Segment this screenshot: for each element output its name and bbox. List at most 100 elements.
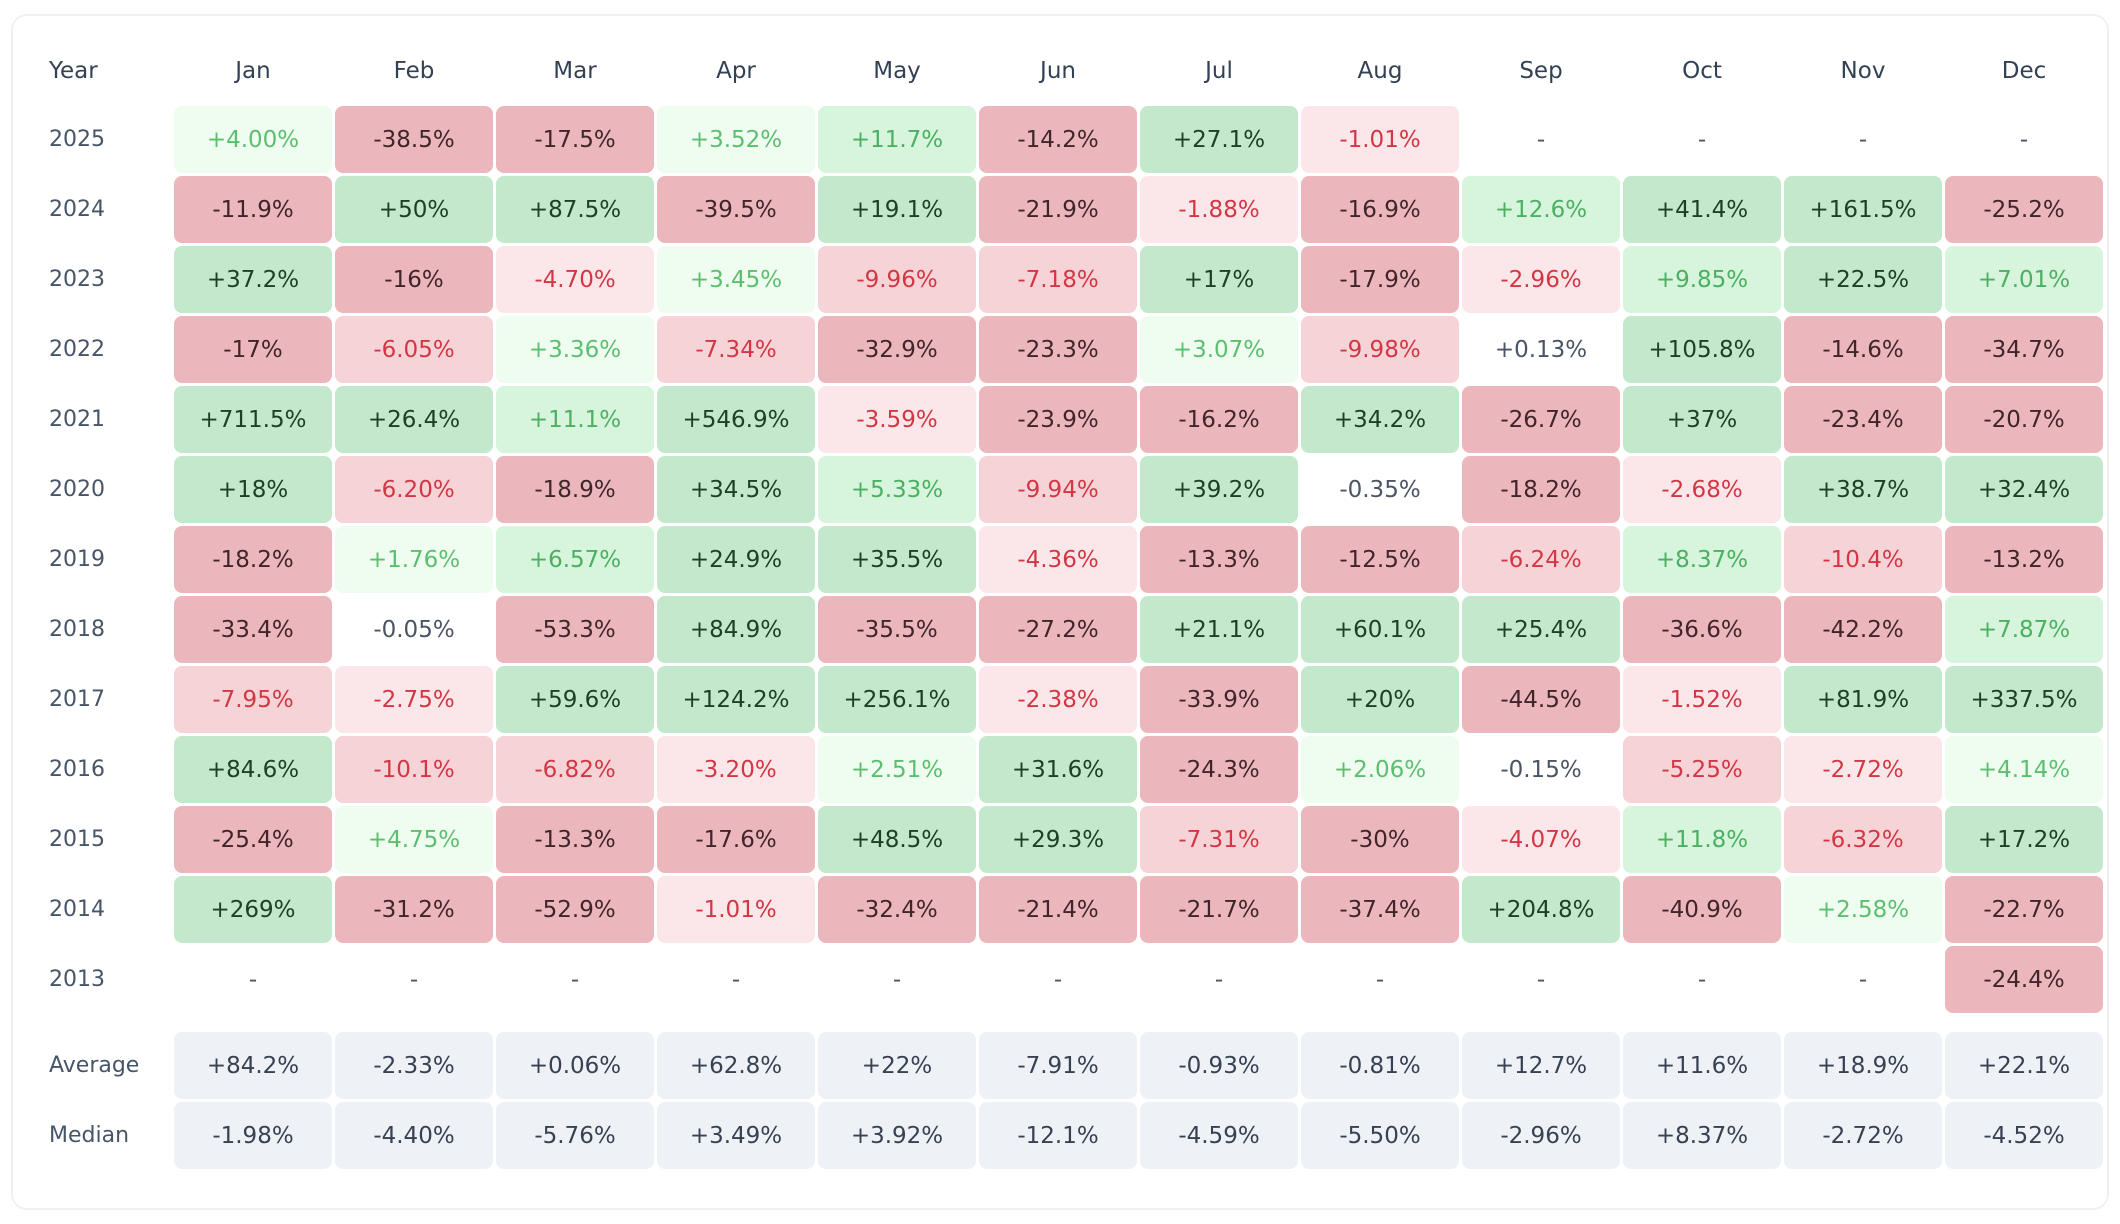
- return-cell: +0.13%: [1462, 316, 1620, 383]
- return-cell: -23.9%: [979, 386, 1137, 453]
- return-cell: -10.4%: [1784, 526, 1942, 593]
- month-header-jan: Jan: [235, 58, 271, 84]
- return-cell: -5.25%: [1623, 736, 1781, 803]
- return-cell: -31.2%: [335, 876, 493, 943]
- return-cell: -0.05%: [335, 596, 493, 663]
- return-cell: -: [1945, 106, 2103, 173]
- return-cell: +4.00%: [174, 106, 332, 173]
- return-cell: -38.5%: [335, 106, 493, 173]
- return-cell: -1.01%: [657, 876, 815, 943]
- average-cell: -0.93%: [1140, 1032, 1298, 1099]
- return-cell: +48.5%: [818, 806, 976, 873]
- year-label: 2021: [49, 407, 105, 432]
- return-cell: -0.15%: [1462, 736, 1620, 803]
- return-cell: -7.34%: [657, 316, 815, 383]
- median-cell: +3.49%: [657, 1102, 815, 1169]
- year-label: 2024: [49, 197, 105, 222]
- return-cell: -24.3%: [1140, 736, 1298, 803]
- return-cell: +27.1%: [1140, 106, 1298, 173]
- return-cell: +2.06%: [1301, 736, 1459, 803]
- return-cell: -10.1%: [335, 736, 493, 803]
- return-cell: +161.5%: [1784, 176, 1942, 243]
- median-label: Median: [49, 1123, 130, 1148]
- median-cell: -5.50%: [1301, 1102, 1459, 1169]
- median-cell: -5.76%: [496, 1102, 654, 1169]
- average-cell: +22.1%: [1945, 1032, 2103, 1099]
- return-cell: +37%: [1623, 386, 1781, 453]
- month-header-feb: Feb: [393, 58, 435, 84]
- return-cell: +3.52%: [657, 106, 815, 173]
- return-cell: +18%: [174, 456, 332, 523]
- return-cell: +59.6%: [496, 666, 654, 733]
- return-cell: -17.5%: [496, 106, 654, 173]
- return-cell: -52.9%: [496, 876, 654, 943]
- return-cell: -33.9%: [1140, 666, 1298, 733]
- return-cell: -42.2%: [1784, 596, 1942, 663]
- return-cell: -36.6%: [1623, 596, 1781, 663]
- return-cell: +84.6%: [174, 736, 332, 803]
- return-cell: -: [1623, 946, 1781, 1013]
- return-cell: -: [1784, 106, 1942, 173]
- return-cell: -53.3%: [496, 596, 654, 663]
- year-label: 2023: [49, 267, 105, 292]
- month-header-mar: Mar: [553, 58, 597, 84]
- return-cell: -21.9%: [979, 176, 1137, 243]
- return-cell: -1.88%: [1140, 176, 1298, 243]
- return-cell: -: [1623, 106, 1781, 173]
- return-cell: +6.57%: [496, 526, 654, 593]
- return-cell: +546.9%: [657, 386, 815, 453]
- year-label: 2025: [49, 127, 105, 152]
- return-cell: +34.5%: [657, 456, 815, 523]
- return-cell: +9.85%: [1623, 246, 1781, 313]
- return-cell: -30%: [1301, 806, 1459, 873]
- return-cell: -: [335, 946, 493, 1013]
- return-cell: +1.76%: [335, 526, 493, 593]
- return-cell: +41.4%: [1623, 176, 1781, 243]
- return-cell: -9.96%: [818, 246, 976, 313]
- month-header-aug: Aug: [1357, 58, 1403, 84]
- return-cell: -22.7%: [1945, 876, 2103, 943]
- month-header-jun: Jun: [1040, 58, 1076, 84]
- year-label: 2013: [49, 967, 105, 992]
- monthly-returns-panel: Year Jan Feb Mar Apr May Jun Jul Aug Sep Oct Nov Dec…: [11, 14, 2109, 1210]
- return-cell: +4.14%: [1945, 736, 2103, 803]
- return-cell: -23.4%: [1784, 386, 1942, 453]
- average-label: Average: [49, 1053, 140, 1078]
- median-cell: -4.59%: [1140, 1102, 1298, 1169]
- return-cell: +32.4%: [1945, 456, 2103, 523]
- return-cell: -1.01%: [1301, 106, 1459, 173]
- return-cell: +256.1%: [818, 666, 976, 733]
- return-cell: +17.2%: [1945, 806, 2103, 873]
- return-cell: +11.1%: [496, 386, 654, 453]
- average-cell: +22%: [818, 1032, 976, 1099]
- average-cell: +11.6%: [1623, 1032, 1781, 1099]
- return-cell: -6.82%: [496, 736, 654, 803]
- return-cell: -6.24%: [1462, 526, 1620, 593]
- return-cell: -2.72%: [1784, 736, 1942, 803]
- return-cell: -0.35%: [1301, 456, 1459, 523]
- return-cell: -39.5%: [657, 176, 815, 243]
- return-cell: +24.9%: [657, 526, 815, 593]
- return-cell: +19.1%: [818, 176, 976, 243]
- return-cell: +38.7%: [1784, 456, 1942, 523]
- return-cell: -20.7%: [1945, 386, 2103, 453]
- return-cell: -16.9%: [1301, 176, 1459, 243]
- return-cell: -: [1140, 946, 1298, 1013]
- return-cell: +50%: [335, 176, 493, 243]
- return-cell: -3.20%: [657, 736, 815, 803]
- return-cell: -: [657, 946, 815, 1013]
- year-label: 2014: [49, 897, 105, 922]
- median-cell: +8.37%: [1623, 1102, 1781, 1169]
- return-cell: +269%: [174, 876, 332, 943]
- return-cell: -17.6%: [657, 806, 815, 873]
- return-cell: +3.36%: [496, 316, 654, 383]
- return-cell: +12.6%: [1462, 176, 1620, 243]
- median-cell: -1.98%: [174, 1102, 332, 1169]
- return-cell: -6.05%: [335, 316, 493, 383]
- return-cell: -26.7%: [1462, 386, 1620, 453]
- return-cell: -16.2%: [1140, 386, 1298, 453]
- return-cell: -32.9%: [818, 316, 976, 383]
- return-cell: +11.7%: [818, 106, 976, 173]
- return-cell: +29.3%: [979, 806, 1137, 873]
- return-cell: +337.5%: [1945, 666, 2103, 733]
